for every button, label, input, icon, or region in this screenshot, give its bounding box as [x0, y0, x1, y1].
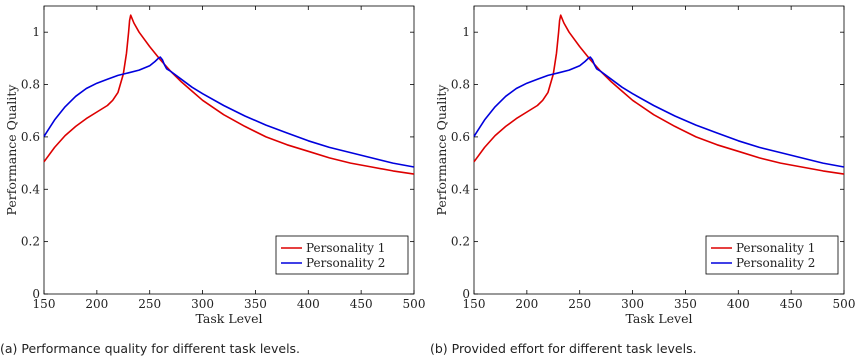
y-axis-label: Performance Quality	[434, 84, 449, 216]
plot-frame	[43, 5, 415, 295]
chart-b: 150 200 250 300 350 400 450 500 0 0.2 0.4 0.6 0.8 1 Ta…	[434, 5, 856, 326]
y-tick-label: 1	[462, 25, 470, 39]
y-tick-label: 0.4	[21, 182, 40, 196]
legend-box	[275, 235, 409, 275]
chart-panel-a: 150 200 250 300 350 400 450 500 0 0.2 0.4 0.6 0.8 1 Ta…	[0, 5, 426, 356]
x-tick-label: 350	[244, 297, 267, 311]
legend-entry-2: Personality 2	[306, 256, 385, 270]
x-tick-label: 450	[780, 297, 803, 311]
series-line-1	[43, 14, 415, 175]
x-tick-label: 150	[463, 297, 486, 311]
y-tick-label: 0.2	[21, 235, 40, 249]
legend-entry-1: Personality 1	[306, 241, 385, 255]
x-tick-label: 450	[350, 297, 373, 311]
x-tick-label: 200	[515, 297, 538, 311]
x-tick-label: 400	[297, 297, 320, 311]
x-tick-label: 400	[727, 297, 750, 311]
x-tick-label: 300	[621, 297, 644, 311]
x-tick-label: 200	[85, 297, 108, 311]
chart-a: 150 200 250 300 350 400 450 500 0 0.2 0.4 0.6 0.8 1 Ta…	[4, 5, 426, 326]
y-axis-label: Performance Quality	[4, 84, 19, 216]
x-tick-label: 150	[33, 297, 56, 311]
y-tick-label: 0	[462, 287, 470, 301]
x-tick-label: 350	[674, 297, 697, 311]
y-tick-label: 0.8	[21, 78, 40, 92]
caption-b: (b) Provided effort for different task l…	[430, 341, 697, 356]
x-tick-label: 300	[191, 297, 214, 311]
y-tick-label: 0.6	[21, 130, 40, 144]
plot-frame	[473, 5, 845, 295]
legend-box	[705, 235, 839, 275]
caption-a: (a) Performance quality for different ta…	[0, 341, 301, 356]
series-line-1	[473, 14, 845, 175]
y-tick-label: 0.2	[451, 235, 470, 249]
series-line-2	[473, 56, 845, 168]
x-axis-label: Task Level	[196, 311, 263, 326]
legend-entry-2: Personality 2	[736, 256, 815, 270]
x-axis-label: Task Level	[626, 311, 693, 326]
x-tick-label: 500	[403, 297, 426, 311]
x-tick-label: 250	[568, 297, 591, 311]
x-tick-label: 250	[138, 297, 161, 311]
y-tick-label: 0.6	[451, 130, 470, 144]
y-tick-label: 0.4	[451, 182, 470, 196]
y-tick-label: 1	[32, 25, 40, 39]
y-tick-label: 0	[32, 287, 40, 301]
legend-entry-1: Personality 1	[736, 241, 815, 255]
chart-panel-b: 150 200 250 300 350 400 450 500 0 0.2 0.4 0.6 0.8 1 Ta…	[430, 0, 859, 360]
x-tick-label: 500	[833, 297, 856, 311]
y-tick-label: 0.8	[451, 78, 470, 92]
series-line-2	[43, 56, 415, 168]
